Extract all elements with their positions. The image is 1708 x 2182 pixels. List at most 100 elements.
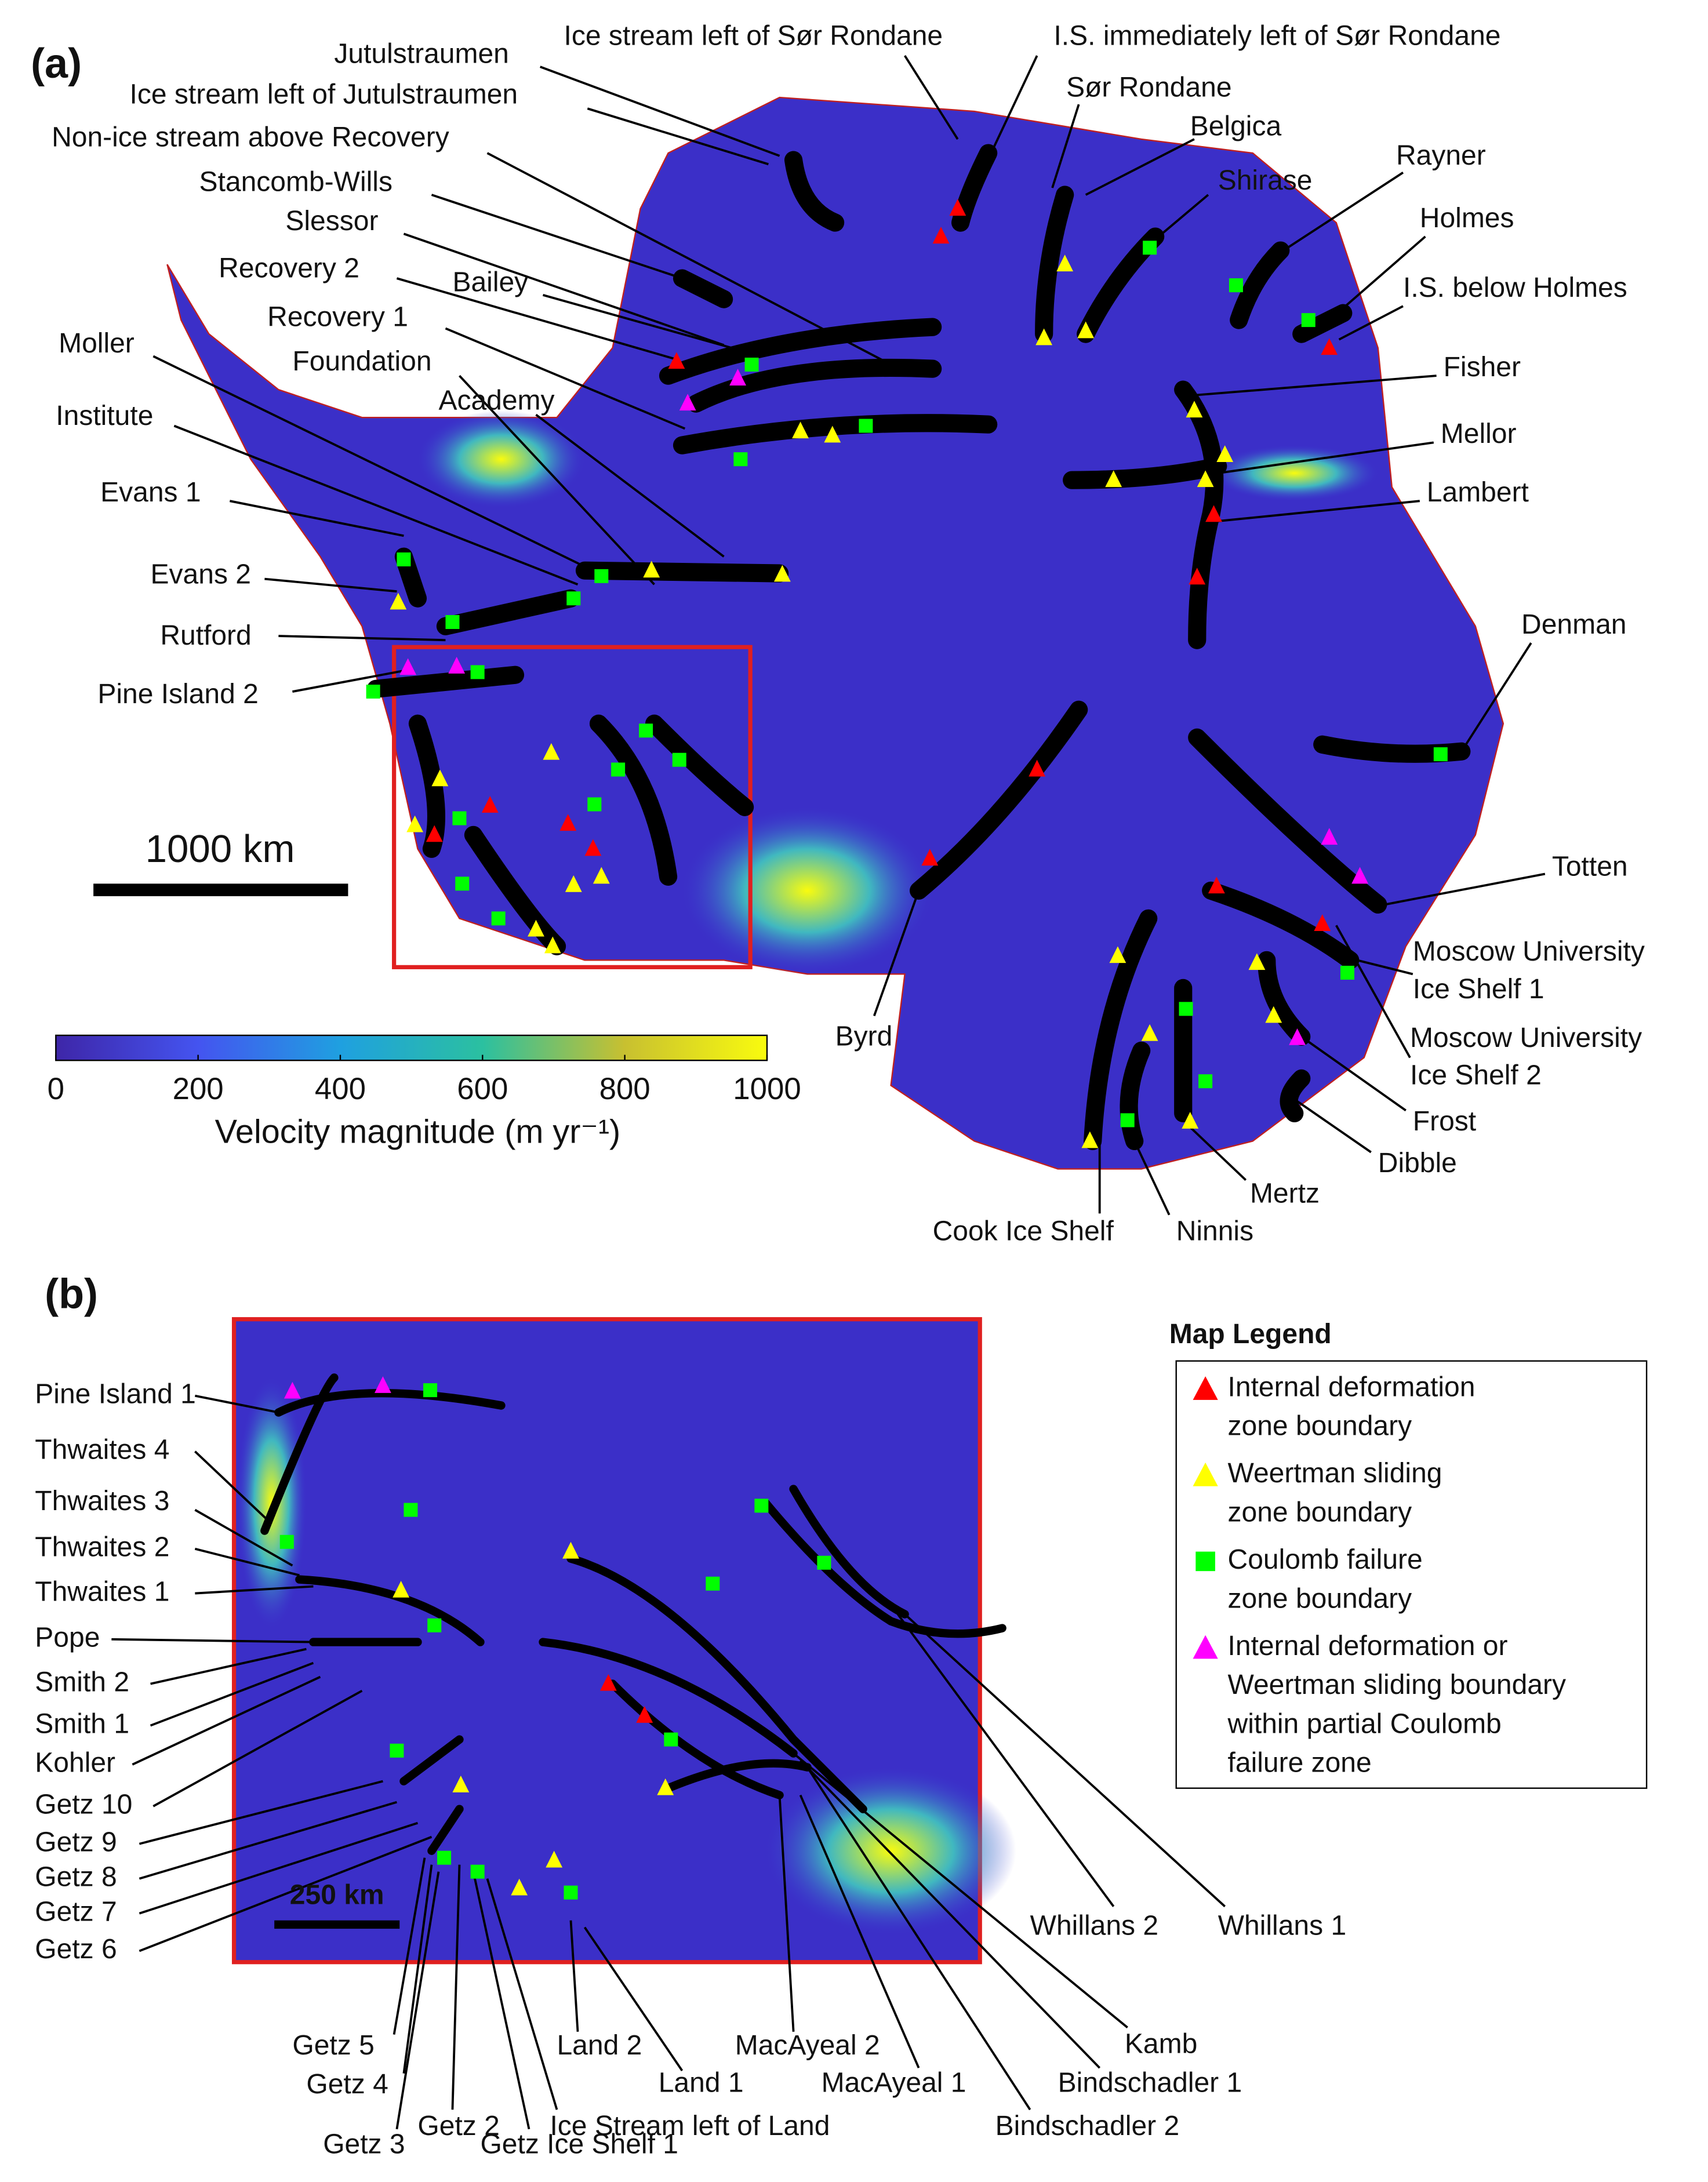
leader-line <box>194 1394 279 1414</box>
map-label: Holmes <box>1420 203 1514 234</box>
leader-line <box>393 1857 426 2035</box>
boundary-marker <box>455 877 470 891</box>
boundary-marker <box>1208 877 1225 894</box>
map-label: Getz 2 <box>417 2111 499 2141</box>
boundary-marker <box>1179 1002 1193 1016</box>
boundary-marker <box>431 769 449 787</box>
boundary-marker <box>636 1706 653 1723</box>
leader-line <box>1154 194 1209 241</box>
boundary-marker <box>1321 338 1338 355</box>
map-label: Whillans 2 <box>1030 1910 1158 1941</box>
map-label: Moller <box>59 328 135 359</box>
boundary-marker <box>1229 278 1243 293</box>
legend-text: Internal deformation <box>1228 1372 1476 1402</box>
map-a <box>166 96 1505 1170</box>
map-label: Fisher <box>1444 352 1521 383</box>
leader-line <box>472 1871 530 2130</box>
map-label: Bindschadler 2 <box>995 2111 1180 2141</box>
leader-line <box>139 1835 433 1952</box>
boundary-marker <box>921 849 939 866</box>
map-label: Academy <box>438 385 554 416</box>
map-label: Mertz <box>1250 1179 1320 1209</box>
boundary-marker <box>1186 401 1203 418</box>
boundary-marker <box>1077 321 1095 339</box>
leader-line <box>194 1450 272 1525</box>
boundary-marker <box>824 426 841 443</box>
map-label: Evans 1 <box>100 477 201 508</box>
leader-line <box>799 1794 920 2068</box>
boundary-marker <box>528 919 544 937</box>
map-label: Getz 6 <box>35 1934 117 1965</box>
boundary-marker <box>1081 1131 1099 1148</box>
map-label: Slessor <box>285 206 378 237</box>
leader-line <box>1218 441 1434 475</box>
boundary-marker <box>559 814 577 831</box>
boundary-marker <box>1143 241 1157 255</box>
map-label: Mellor <box>1441 419 1517 449</box>
leader-line <box>535 413 725 558</box>
leader-line <box>793 1752 1128 2029</box>
boundary-marker <box>1433 747 1448 762</box>
leader-line <box>173 424 579 586</box>
boundary-marker <box>1351 867 1368 884</box>
map-label: Thwaites 1 <box>35 1576 169 1607</box>
boundary-marker <box>544 936 561 954</box>
leader-line <box>1085 138 1195 196</box>
boundary-marker <box>564 1885 578 1900</box>
leader-line <box>445 327 686 430</box>
legend-marker <box>1195 1551 1215 1572</box>
map-label: Totten <box>1552 852 1628 882</box>
map-label: Non-ice stream above Recovery <box>52 122 449 153</box>
boundary-marker <box>406 815 424 832</box>
boundary-marker <box>427 1618 442 1632</box>
map-label: Smith 2 <box>35 1667 129 1697</box>
map-label: Ice stream left of Jutulstraumen <box>130 79 518 110</box>
boundary-marker <box>1120 1113 1135 1128</box>
map-label: Belgica <box>1190 111 1282 142</box>
legend-text: Coulomb failure <box>1228 1544 1423 1575</box>
leader-line <box>1293 1098 1372 1154</box>
legend-title: Map Legend <box>1169 1319 1332 1350</box>
leader-line <box>152 355 599 574</box>
legend-text: zone boundary <box>1228 1583 1412 1614</box>
map-label: Rutford <box>160 620 251 651</box>
map-label: Getz 5 <box>292 2030 374 2061</box>
leader-line <box>486 1878 558 2110</box>
boundary-marker <box>1189 568 1206 585</box>
panel-tag: (b) <box>45 1271 98 1317</box>
boundary-marker <box>679 394 696 411</box>
leader-line <box>990 55 1038 154</box>
leader-line <box>139 1801 397 1880</box>
boundary-marker <box>1109 946 1126 963</box>
colorbar-tick-label: 600 <box>457 1072 508 1106</box>
boundary-marker <box>1340 965 1354 980</box>
colorbar-tick-label: 400 <box>315 1072 366 1106</box>
boundary-marker <box>423 1383 438 1398</box>
leader-line <box>395 1871 440 2130</box>
boundary-marker <box>426 825 443 842</box>
map-label: Pine Island 2 <box>97 679 259 710</box>
leader-line <box>402 1864 433 2074</box>
colorbar-tick-label: 200 <box>173 1072 224 1106</box>
boundary-marker <box>664 1732 678 1747</box>
leader-line <box>1051 104 1080 188</box>
leader-line <box>194 1508 293 1567</box>
boundary-marker <box>375 1376 391 1393</box>
leader-line <box>403 232 725 347</box>
boundary-marker <box>744 357 759 372</box>
leader-line <box>1460 642 1532 752</box>
boundary-marker <box>792 421 809 439</box>
boundary-marker <box>397 552 411 567</box>
boundary-marker <box>1314 914 1331 931</box>
leader-line <box>1338 305 1404 341</box>
boundary-marker <box>470 1864 485 1879</box>
boundary-marker <box>445 615 460 630</box>
map-label: Thwaites 3 <box>35 1486 169 1517</box>
map-label: Pope <box>35 1622 100 1653</box>
scale-label: 250 km <box>290 1880 384 1911</box>
map-label: Dibble <box>1378 1148 1457 1179</box>
boundary-marker <box>1216 445 1234 462</box>
map-label: Lambert <box>1427 477 1529 508</box>
boundary-marker <box>470 665 485 679</box>
